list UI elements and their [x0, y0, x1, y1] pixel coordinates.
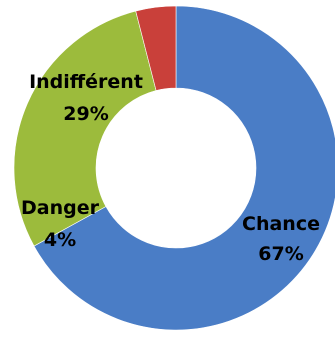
slice-category-label: Chance	[242, 213, 320, 235]
slice-danger	[135, 5, 177, 91]
slice-indiffrent	[13, 10, 157, 247]
slice-value-label: 67%	[258, 243, 303, 265]
slice-category-label: Indifférent	[29, 71, 143, 93]
slice-value-label: 4%	[44, 229, 76, 251]
donut-slices	[13, 5, 335, 331]
slice-category-label: Danger	[21, 197, 100, 219]
slice-labels: Chance 67% Indifférent 29% Danger 4%	[21, 71, 320, 265]
slice-value-label: 29%	[63, 103, 108, 125]
slice-chance	[33, 5, 335, 331]
